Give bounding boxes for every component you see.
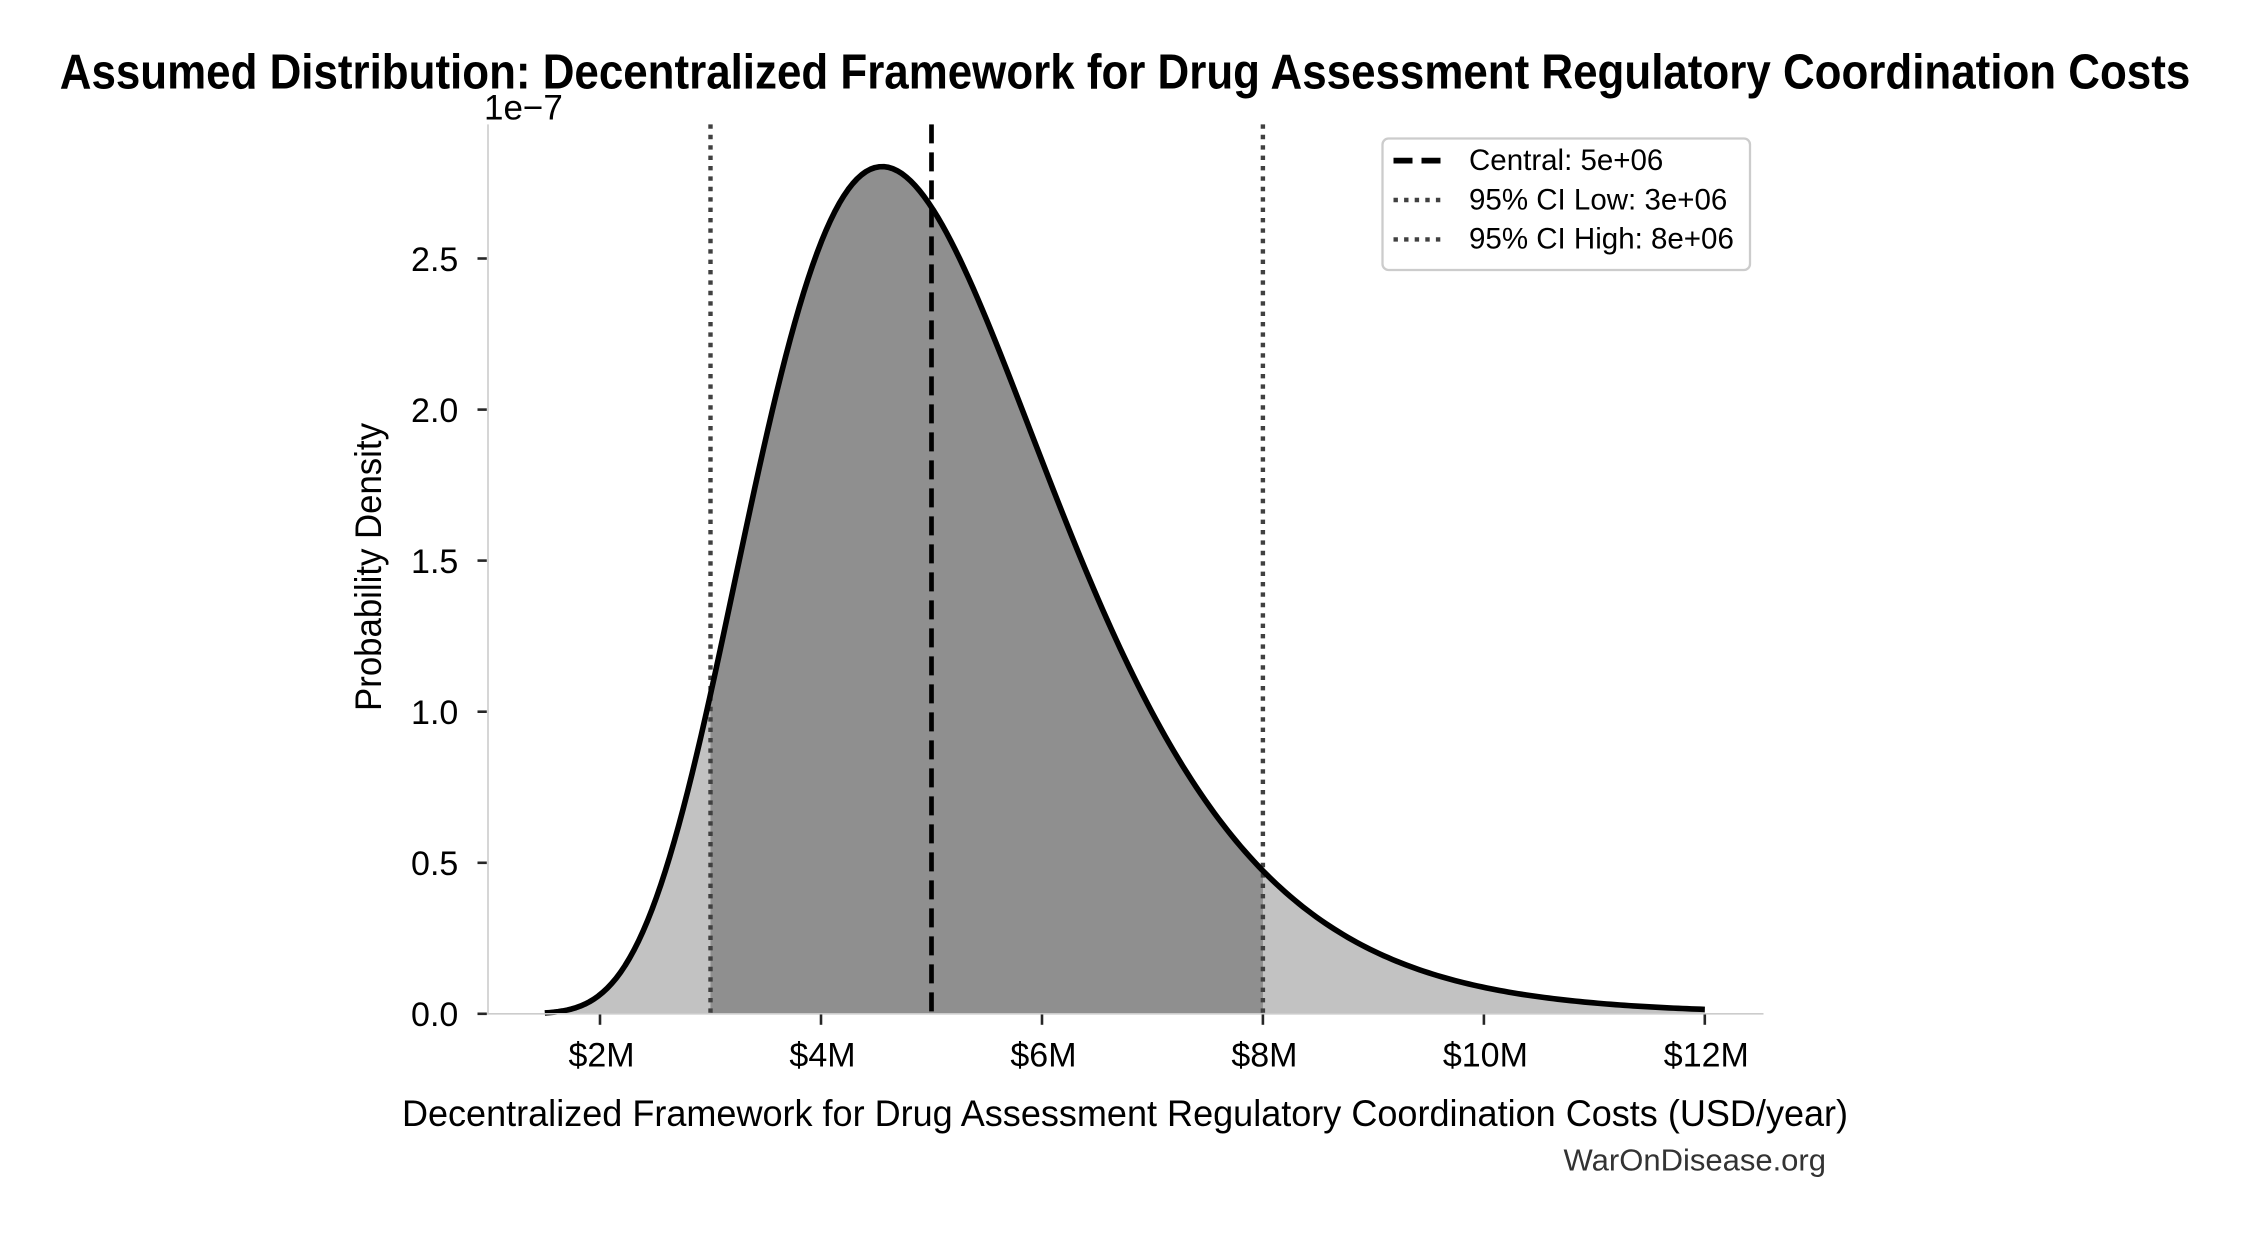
svg-text:1.5: 1.5 — [411, 543, 458, 581]
svg-text:$12M: $12M — [1664, 1036, 1749, 1074]
svg-text:Decentralized Framework for Dr: Decentralized Framework for Drug Assessm… — [402, 1093, 1848, 1135]
svg-text:$10M: $10M — [1443, 1036, 1528, 1074]
svg-text:1.0: 1.0 — [411, 694, 458, 732]
svg-text:95% CI Low: 3e+06: 95% CI Low: 3e+06 — [1469, 183, 1727, 216]
svg-text:0.0: 0.0 — [411, 996, 458, 1034]
svg-text:Central: 5e+06: Central: 5e+06 — [1469, 144, 1663, 177]
svg-text:$4M: $4M — [789, 1036, 855, 1074]
svg-text:$2M: $2M — [568, 1036, 634, 1074]
svg-text:Probability Density: Probability Density — [348, 423, 389, 711]
svg-text:95% CI High: 8e+06: 95% CI High: 8e+06 — [1469, 223, 1734, 256]
svg-text:WarOnDisease.org: WarOnDisease.org — [1564, 1143, 1826, 1178]
svg-text:1e−7: 1e−7 — [484, 89, 563, 128]
svg-text:2.0: 2.0 — [411, 392, 458, 430]
svg-text:Assumed Distribution: Decentra: Assumed Distribution: Decentralized Fram… — [60, 44, 2191, 99]
svg-text:0.5: 0.5 — [411, 845, 458, 883]
svg-text:$6M: $6M — [1010, 1036, 1076, 1074]
svg-text:$8M: $8M — [1231, 1036, 1297, 1074]
svg-text:2.5: 2.5 — [411, 241, 458, 279]
